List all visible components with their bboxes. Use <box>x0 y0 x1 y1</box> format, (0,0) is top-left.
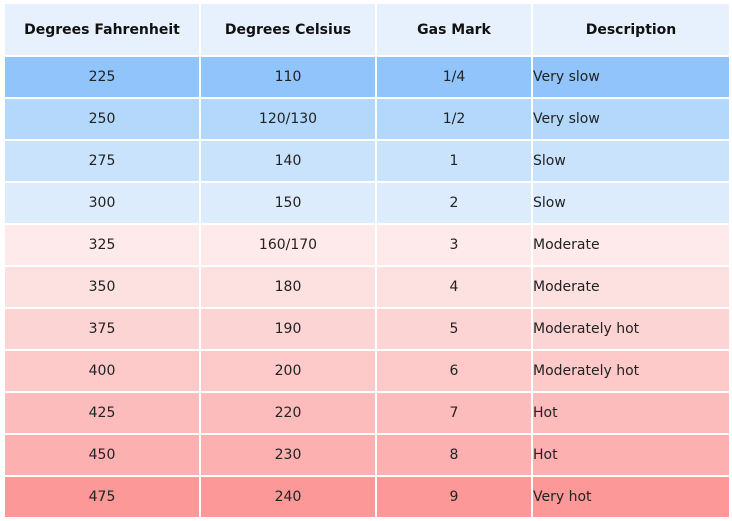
header-celsius: Degrees Celsius <box>201 4 375 55</box>
cell-celsius: 240 <box>201 477 375 517</box>
cell-description: Very slow <box>533 99 729 139</box>
cell-fahrenheit: 400 <box>5 351 199 391</box>
table-row: 325 160/170 3 Moderate <box>5 225 729 265</box>
oven-temperature-table: Degrees Fahrenheit Degrees Celsius Gas M… <box>3 2 731 519</box>
cell-description: Very hot <box>533 477 729 517</box>
table-row: 275 140 1 Slow <box>5 141 729 181</box>
cell-gas-mark: 3 <box>377 225 531 265</box>
cell-celsius: 200 <box>201 351 375 391</box>
cell-fahrenheit: 300 <box>5 183 199 223</box>
cell-description: Hot <box>533 393 729 433</box>
cell-gas-mark: 9 <box>377 477 531 517</box>
cell-fahrenheit: 275 <box>5 141 199 181</box>
header-fahrenheit: Degrees Fahrenheit <box>5 4 199 55</box>
table-row: 225 110 1/4 Very slow <box>5 57 729 97</box>
cell-celsius: 160/170 <box>201 225 375 265</box>
cell-celsius: 230 <box>201 435 375 475</box>
cell-description: Moderate <box>533 225 729 265</box>
cell-gas-mark: 1 <box>377 141 531 181</box>
table-row: 400 200 6 Moderately hot <box>5 351 729 391</box>
cell-gas-mark: 6 <box>377 351 531 391</box>
cell-fahrenheit: 375 <box>5 309 199 349</box>
cell-fahrenheit: 225 <box>5 57 199 97</box>
cell-gas-mark: 4 <box>377 267 531 307</box>
cell-fahrenheit: 475 <box>5 477 199 517</box>
cell-description: Hot <box>533 435 729 475</box>
table-row: 425 220 7 Hot <box>5 393 729 433</box>
table-row: 300 150 2 Slow <box>5 183 729 223</box>
cell-gas-mark: 1/4 <box>377 57 531 97</box>
cell-description: Very slow <box>533 57 729 97</box>
cell-celsius: 220 <box>201 393 375 433</box>
cell-celsius: 110 <box>201 57 375 97</box>
cell-celsius: 140 <box>201 141 375 181</box>
cell-description: Moderate <box>533 267 729 307</box>
cell-fahrenheit: 325 <box>5 225 199 265</box>
cell-description: Moderately hot <box>533 351 729 391</box>
cell-description: Moderately hot <box>533 309 729 349</box>
cell-fahrenheit: 250 <box>5 99 199 139</box>
table-row: 475 240 9 Very hot <box>5 477 729 517</box>
table-row: 375 190 5 Moderately hot <box>5 309 729 349</box>
cell-celsius: 180 <box>201 267 375 307</box>
cell-fahrenheit: 350 <box>5 267 199 307</box>
cell-fahrenheit: 425 <box>5 393 199 433</box>
cell-celsius: 120/130 <box>201 99 375 139</box>
header-gas-mark: Gas Mark <box>377 4 531 55</box>
cell-description: Slow <box>533 183 729 223</box>
cell-celsius: 150 <box>201 183 375 223</box>
table-row: 250 120/130 1/2 Very slow <box>5 99 729 139</box>
cell-gas-mark: 7 <box>377 393 531 433</box>
cell-celsius: 190 <box>201 309 375 349</box>
cell-gas-mark: 5 <box>377 309 531 349</box>
cell-fahrenheit: 450 <box>5 435 199 475</box>
table-row: 450 230 8 Hot <box>5 435 729 475</box>
cell-gas-mark: 1/2 <box>377 99 531 139</box>
header-row: Degrees Fahrenheit Degrees Celsius Gas M… <box>5 4 729 55</box>
table-row: 350 180 4 Moderate <box>5 267 729 307</box>
cell-gas-mark: 2 <box>377 183 531 223</box>
cell-gas-mark: 8 <box>377 435 531 475</box>
header-description: Description <box>533 4 729 55</box>
cell-description: Slow <box>533 141 729 181</box>
